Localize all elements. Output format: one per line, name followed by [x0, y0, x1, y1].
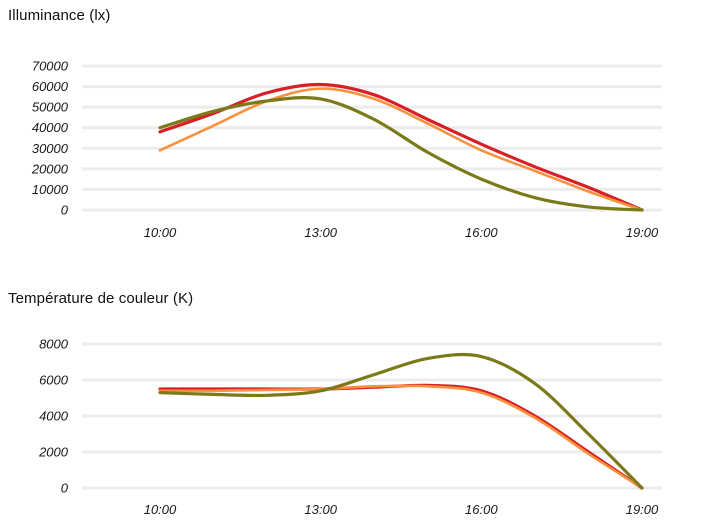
y-tick-label: 30000: [32, 141, 69, 156]
y-tick-label: 6000: [39, 373, 69, 388]
x-tick-label: 19:00: [626, 225, 659, 240]
x-tick-label: 10:00: [144, 225, 177, 240]
y-tick-label: 8000: [39, 337, 69, 352]
color-temperature-chart: 8000 6000 4000 2000 0 10:00 13:00 16:00 19:00: [38, 337, 662, 517]
x-tick-label: 13:00: [304, 502, 337, 517]
series-line: [158, 352, 644, 490]
illuminance-chart: 70000 60000 50000 40000 30000 20000 10000 0 10:0…: [31, 59, 662, 240]
y-tick-label: 0: [61, 203, 69, 218]
y-tick-label: 2000: [38, 445, 69, 460]
chart-title-illuminance: Illuminance (lx): [8, 7, 111, 24]
x-tick-label: 16:00: [465, 502, 498, 517]
x-tick-label: 19:00: [626, 502, 659, 517]
x-tick-label: 10:00: [144, 502, 177, 517]
series-line: [158, 384, 644, 490]
y-tick-label: 50000: [32, 100, 69, 115]
series-line: [158, 82, 644, 212]
series-line: [158, 383, 644, 490]
y-tick-label: 60000: [32, 79, 69, 94]
y-tick-label: 0: [61, 481, 69, 496]
series-line: [158, 96, 644, 212]
y-tick-label: 40000: [32, 120, 69, 135]
series-line: [158, 87, 644, 212]
y-tick-label: 20000: [31, 161, 69, 176]
y-tick-label: 70000: [32, 59, 69, 74]
y-tick-label: 4000: [39, 409, 69, 424]
x-tick-label: 13:00: [304, 225, 337, 240]
chart-title-color-temperature: Température de couleur (K): [8, 290, 194, 307]
y-tick-label: 10000: [32, 182, 69, 197]
x-tick-label: 16:00: [465, 225, 498, 240]
